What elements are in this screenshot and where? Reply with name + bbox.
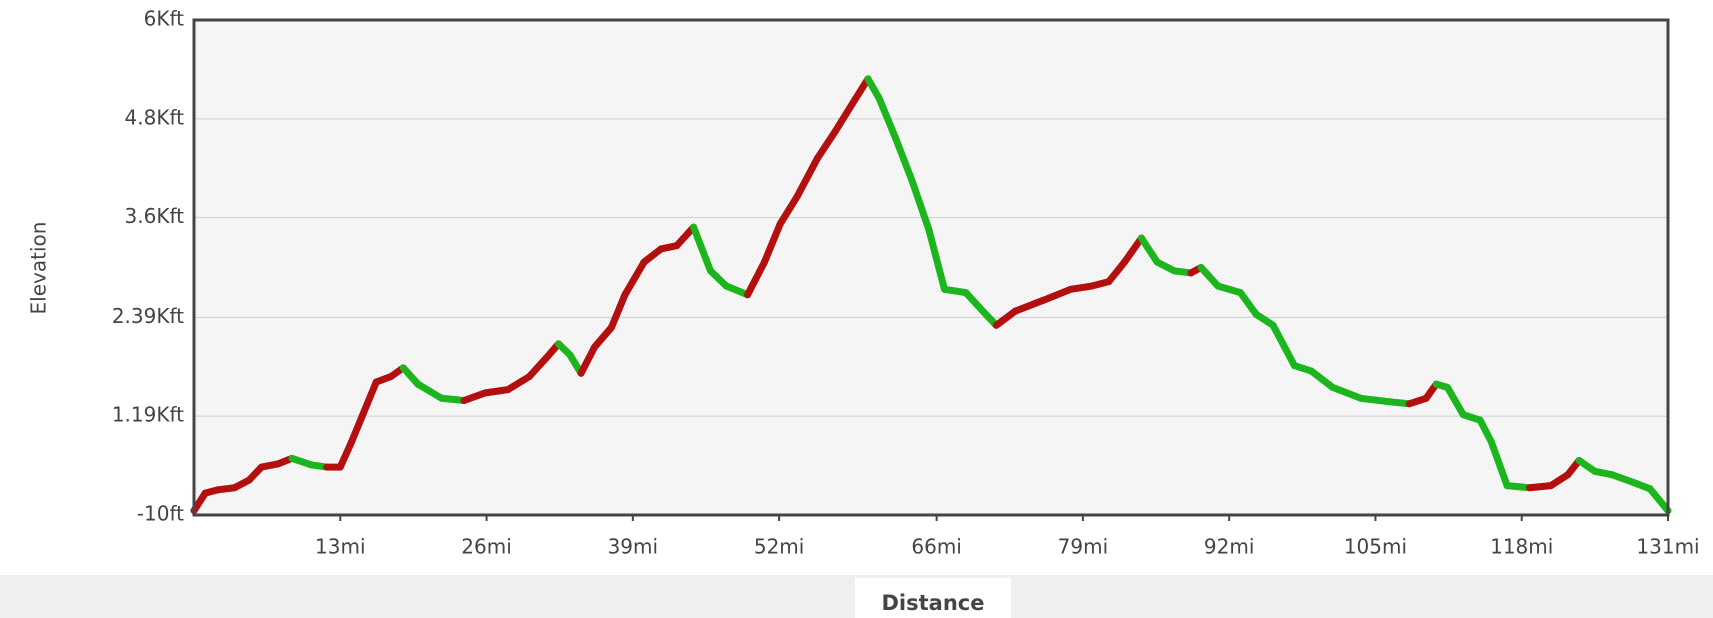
elevation-segment: [357, 378, 380, 424]
elevation-segment: [706, 267, 730, 290]
elevation-segment: [690, 223, 714, 275]
y-tick-label: 6Kft: [144, 7, 185, 31]
elevation-segment: [673, 223, 698, 250]
y-tick-label: 4.8Kft: [125, 105, 185, 129]
elevation-segment: [1307, 367, 1337, 391]
y-tick-label: 3.6Kft: [125, 204, 185, 228]
x-tick-label: 39mi: [608, 535, 659, 559]
y-tick-label: 1.19Kft: [112, 403, 184, 427]
elevation-segment: [1011, 296, 1048, 315]
x-tick-label: 13mi: [315, 535, 366, 559]
elevation-segment: [1236, 289, 1260, 318]
elevation-segment: [1197, 264, 1222, 290]
elevation-segment: [1269, 321, 1298, 370]
elevation-segment: [1329, 383, 1365, 402]
elevation-segment: [1608, 471, 1637, 486]
elevation-segment: [1105, 258, 1129, 286]
elevation-segment: [941, 285, 970, 297]
x-tick-label: 92mi: [1204, 535, 1255, 559]
elevation-segment: [776, 193, 801, 228]
axis-title-tab: [855, 578, 1011, 618]
elevation-segment: [962, 289, 987, 315]
x-tick-label: 52mi: [754, 535, 805, 559]
elevation-segment: [831, 100, 856, 135]
elevation-segment: [744, 258, 768, 299]
x-tick-label: 26mi: [461, 535, 512, 559]
elevation-segment: [1040, 285, 1075, 304]
elevation-segment: [848, 75, 872, 108]
elevation-segment: [481, 386, 512, 397]
y-tick-label: -10ft: [137, 502, 184, 526]
x-tick-label: 105mi: [1344, 535, 1407, 559]
x-axis-title: Distance: [882, 591, 985, 615]
elevation-segment: [1121, 234, 1145, 266]
elevation-segment: [992, 307, 1019, 329]
elevation-segment: [504, 373, 533, 394]
elevation-segment: [925, 225, 949, 293]
y-tick-label: 2.39Kft: [112, 304, 184, 328]
y-axis-title: Elevation: [27, 222, 51, 315]
elevation-segment: [1443, 383, 1467, 419]
x-tick-label: 79mi: [1058, 535, 1109, 559]
elevation-segment: [525, 354, 550, 381]
elevation-segment: [1476, 416, 1495, 446]
x-tick-label: 118mi: [1490, 535, 1553, 559]
elevation-segment: [722, 282, 752, 299]
elevation-segment: [348, 416, 365, 446]
elevation-segment: [1067, 282, 1096, 293]
elevation-segment: [640, 245, 665, 266]
elevation-segment: [864, 75, 883, 102]
elevation-segment: [621, 258, 648, 299]
elevation-segment: [1503, 482, 1534, 492]
elevation-segment: [875, 94, 899, 141]
elevation-segment: [1646, 485, 1672, 515]
elevation-segment: [460, 389, 489, 405]
elevation-segment: [336, 438, 356, 471]
elevation-segment: [760, 220, 784, 266]
x-tick-label: 131mi: [1636, 535, 1699, 559]
plot-frame: [192, 18, 1670, 517]
elevation-segment: [793, 154, 821, 201]
elevation-segment: [891, 133, 916, 184]
elevation-segment: [1487, 438, 1511, 490]
elevation-segment: [1526, 482, 1555, 492]
elevation-segment: [607, 291, 629, 331]
plot-area: [194, 20, 1668, 515]
elevation-segment: [438, 394, 468, 405]
elevation-segment: [414, 380, 446, 402]
elevation-segment: [591, 323, 615, 351]
elevation-segment: [577, 343, 599, 377]
elevation-segment: [908, 176, 933, 233]
elevation-segment: [1214, 282, 1244, 297]
elevation-segment: [1357, 394, 1392, 406]
elevation-segment: [1137, 234, 1161, 266]
elevation-segment: [813, 127, 839, 162]
elevation-segment: [399, 364, 422, 388]
elevation-segment: [1384, 398, 1413, 408]
x-tick-label: 66mi: [911, 535, 962, 559]
